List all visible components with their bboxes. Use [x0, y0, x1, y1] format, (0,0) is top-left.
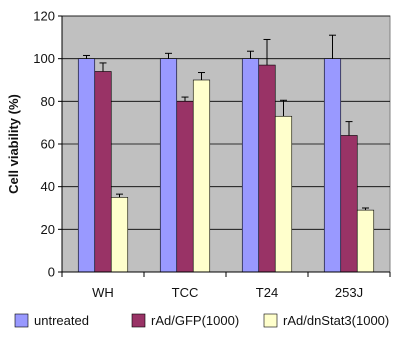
- bar: [258, 64, 276, 273]
- y-tick-label: 20: [41, 222, 55, 237]
- bar: [192, 79, 211, 273]
- legend-label: rAd/dnStat3(1000): [283, 313, 389, 328]
- y-tick-label: 60: [41, 137, 55, 152]
- legend-swatch: [14, 313, 29, 328]
- legend-label: untreated: [34, 313, 89, 328]
- y-tick-label: 40: [41, 179, 55, 194]
- x-tick-label: 253J: [335, 285, 363, 300]
- x-tick-label: T24: [256, 285, 278, 300]
- legend-label: rAd/GFP(1000): [151, 313, 239, 328]
- y-axis-ticks: 0 20 40 60 80 100 120: [33, 9, 62, 280]
- bar: [94, 71, 112, 273]
- legend-swatch: [263, 313, 278, 328]
- x-tick-label: WH: [92, 285, 114, 300]
- bar: [340, 135, 358, 273]
- y-tick-label: 80: [41, 94, 55, 109]
- y-axis-title: Cell viability (%): [6, 94, 21, 194]
- bar: [241, 58, 260, 273]
- bar: [77, 58, 96, 273]
- y-tick-label: 100: [33, 51, 55, 66]
- y-tick-label: 120: [33, 9, 55, 24]
- bar: [110, 197, 129, 273]
- bar: [356, 209, 375, 273]
- bar: [323, 58, 342, 273]
- bar: [274, 115, 293, 273]
- bar: [176, 101, 194, 273]
- bar: [159, 58, 178, 273]
- bars: [77, 58, 375, 273]
- error-bars: [83, 34, 369, 211]
- legend: untreated rAd/GFP(1000) rAd/dnStat3(1000): [14, 313, 389, 328]
- y-tick-label: 0: [48, 265, 55, 280]
- x-axis-ticks: WH TCC T24 253J: [61, 272, 391, 300]
- legend-swatch: [131, 313, 146, 328]
- x-tick-label: TCC: [172, 285, 199, 300]
